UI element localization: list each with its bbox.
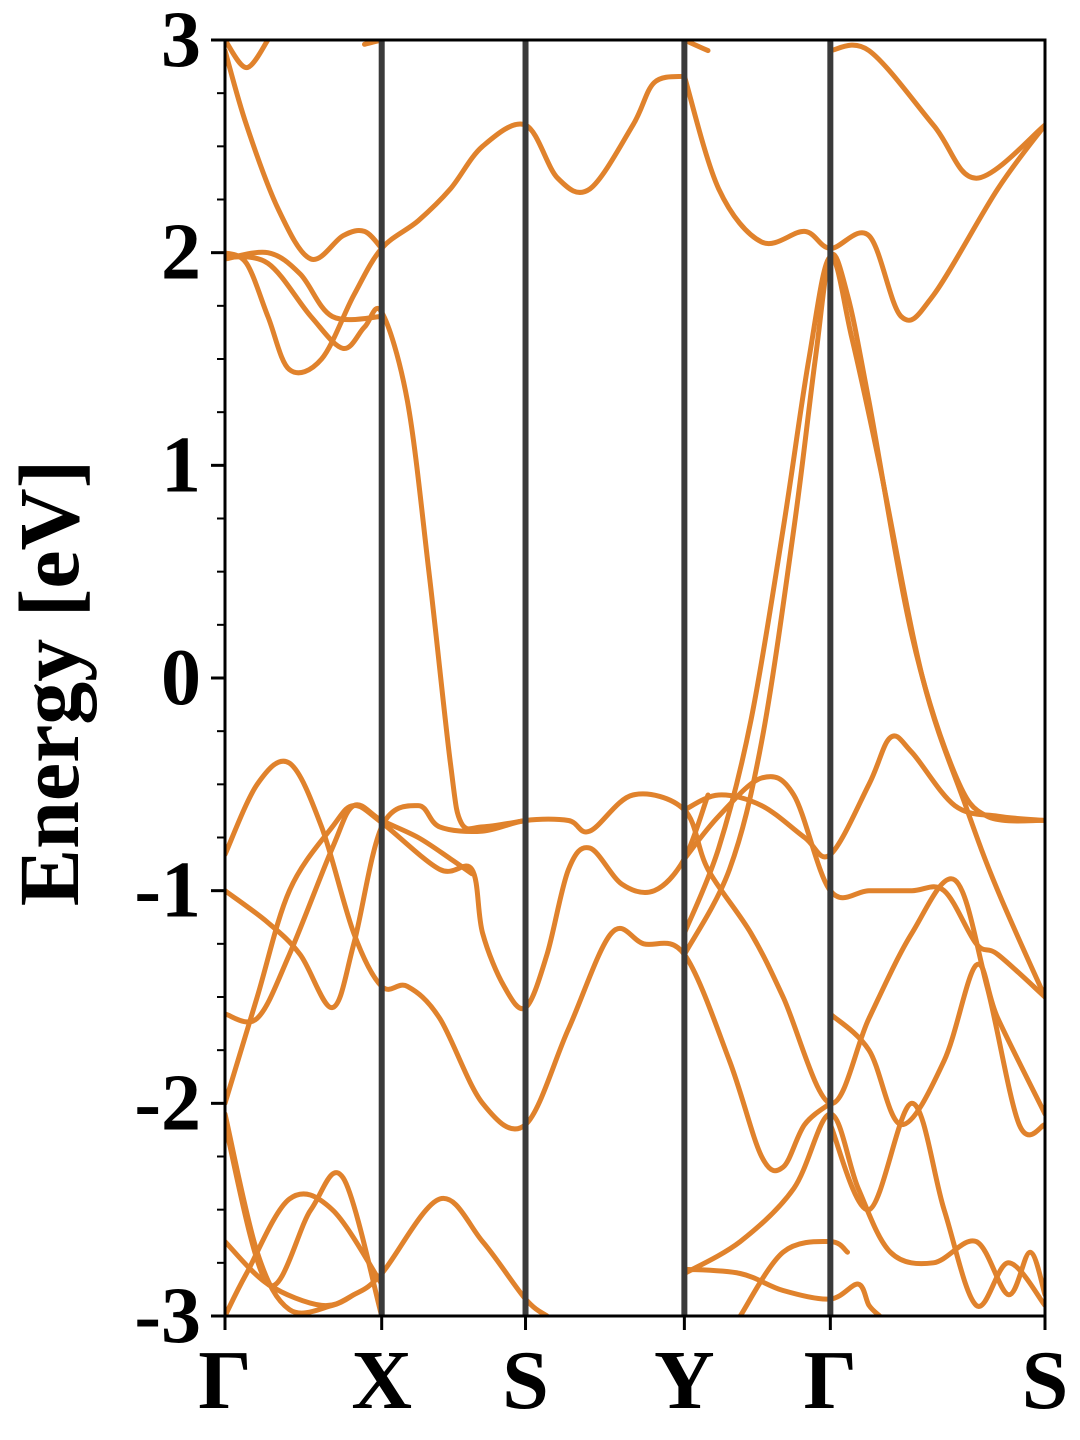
y-axis-tick-labels: -3 -2 -1 0 1 2 3: [134, 0, 201, 1360]
plot-frame: [223, 38, 1047, 1318]
band-line-3: [225, 1122, 385, 1316]
band-line-22: [681, 1266, 883, 1316]
band-line-1: [225, 1191, 385, 1316]
band-line-25: [827, 961, 1045, 1128]
y-tick-label: -3: [134, 1272, 201, 1360]
y-axis-label: Energy [eV]: [1, 460, 97, 907]
band-line-6: [225, 758, 833, 1174]
band-line-23: [681, 1111, 1045, 1298]
band-line-19: [681, 73, 1045, 323]
band-line-8: [225, 802, 475, 1025]
kpoint-label: Γ: [804, 1334, 857, 1427]
band-line-26: [737, 1239, 850, 1316]
y-tick-label: 1: [161, 421, 201, 509]
y-tick-label: 2: [161, 209, 201, 297]
high-symmetry-lines: [378, 40, 834, 1316]
y-tick-label: -2: [134, 1059, 201, 1147]
kpoint-label: Y: [654, 1334, 715, 1427]
band-line-17: [225, 40, 271, 71]
kpoint-label: Γ: [198, 1334, 251, 1427]
band-line-20: [681, 40, 711, 54]
kpoint-label: S: [1022, 1334, 1069, 1427]
band-line-16: [225, 48, 385, 262]
band-line-14: [225, 249, 385, 323]
band-line-15: [225, 73, 687, 376]
band-line-11: [681, 252, 1045, 957]
band-line-12: [681, 254, 1045, 1000]
y-axis-ticks: [211, 38, 225, 1318]
band-line-24: [827, 1100, 1045, 1309]
kpoint-label: X: [351, 1334, 412, 1427]
y-tick-label: -1: [134, 847, 201, 935]
kpoint-label: S: [502, 1334, 549, 1427]
band-lines: [225, 40, 1045, 1316]
y-tick-label: 0: [161, 634, 201, 722]
band-line-4: [225, 1196, 550, 1316]
band-line-13: [225, 254, 528, 832]
band-line-5: [225, 792, 711, 1106]
band-line-21: [827, 42, 1045, 181]
y-tick-label: 3: [161, 0, 201, 84]
band-line-7: [225, 791, 1045, 1138]
band-line-10: [681, 774, 1045, 1000]
